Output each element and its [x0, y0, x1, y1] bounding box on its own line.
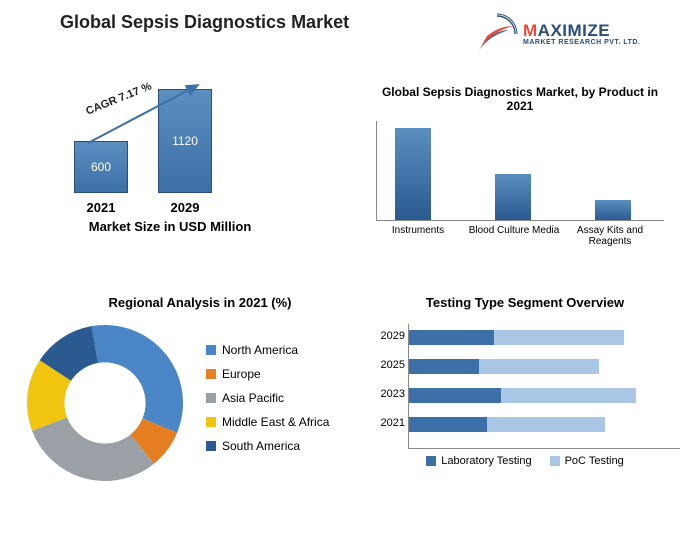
legend-swatch [206, 441, 216, 451]
regional-donut-chart [20, 318, 190, 488]
legend-label: Laboratory Testing [441, 455, 531, 467]
testing-bar-segment [409, 388, 501, 403]
by-product-chart [376, 121, 664, 221]
legend-label: South America [222, 439, 300, 453]
testing-title: Testing Type Segment Overview [370, 295, 680, 310]
logo-brand-rest: AXIMIZE [538, 21, 610, 40]
testing-bar [409, 417, 680, 432]
testing-bar [409, 388, 680, 403]
testing-year-label: 2021 [371, 417, 405, 429]
by-product-bar [595, 200, 631, 220]
legend-label: PoC Testing [565, 455, 624, 467]
legend-swatch [206, 345, 216, 355]
regional-legend: North America Europe Asia Pacific Middle Ea… [206, 343, 329, 463]
testing-bar [409, 359, 680, 374]
logo-letter-m: M [523, 21, 538, 40]
legend-swatch [426, 456, 436, 466]
by-product-panel: Global Sepsis Diagnostics Market, by Pro… [370, 85, 670, 247]
by-product-labels: InstrumentsBlood Culture MediaAssay Kits… [370, 221, 670, 247]
testing-year-label: 2029 [371, 330, 405, 342]
by-product-category: Assay Kits and Reagents [562, 221, 658, 247]
testing-bar-segment [409, 330, 494, 345]
legend-item: Asia Pacific [206, 391, 329, 405]
legend-swatch [550, 456, 560, 466]
logo-swoosh-icon [475, 12, 519, 56]
testing-bar-segment [409, 359, 479, 374]
testing-legend: Laboratory Testing PoC Testing [370, 455, 680, 467]
legend-swatch [206, 369, 216, 379]
testing-year-label: 2025 [371, 359, 405, 371]
legend-swatch [206, 393, 216, 403]
brand-logo: MAXIMIZE MARKET RESEARCH PVT. LTD. [475, 12, 675, 56]
testing-chart: 2029202520232021 [408, 324, 680, 449]
testing-bar-segment [501, 388, 636, 403]
market-size-panel: 600202111202029CAGR 7.17 % Market Size i… [30, 85, 310, 234]
donut-slice [91, 325, 183, 433]
donut-slice [32, 417, 154, 481]
legend-label: North America [222, 343, 298, 357]
cagr-arrow-icon [30, 85, 290, 215]
testing-legend-item: PoC Testing [550, 455, 624, 467]
legend-item: South America [206, 439, 329, 453]
logo-subtitle: MARKET RESEARCH PVT. LTD. [523, 39, 640, 46]
testing-panel: Testing Type Segment Overview 2029202520… [370, 295, 680, 467]
by-product-category: Blood Culture Media [466, 221, 562, 247]
testing-bar-segment [479, 359, 599, 374]
regional-panel: Regional Analysis in 2021 (%) North Amer… [20, 295, 360, 488]
testing-bar-segment [494, 330, 624, 345]
legend-label: Middle East & Africa [222, 415, 329, 429]
legend-label: Europe [222, 367, 261, 381]
legend-item: Middle East & Africa [206, 415, 329, 429]
testing-bar-segment [487, 417, 605, 432]
market-size-chart: 600202111202029CAGR 7.17 % [30, 85, 290, 215]
by-product-title: Global Sepsis Diagnostics Market, by Pro… [370, 85, 670, 113]
by-product-bar [495, 174, 531, 220]
legend-item: Europe [206, 367, 329, 381]
testing-bar-segment [409, 417, 487, 432]
testing-legend-item: Laboratory Testing [426, 455, 531, 467]
legend-label: Asia Pacific [222, 391, 284, 405]
regional-title: Regional Analysis in 2021 (%) [20, 295, 360, 310]
market-size-caption: Market Size in USD Million [30, 219, 310, 234]
legend-swatch [206, 417, 216, 427]
testing-bar [409, 330, 680, 345]
by-product-bar [395, 128, 431, 220]
testing-year-label: 2023 [371, 388, 405, 400]
by-product-category: Instruments [370, 221, 466, 247]
legend-item: North America [206, 343, 329, 357]
